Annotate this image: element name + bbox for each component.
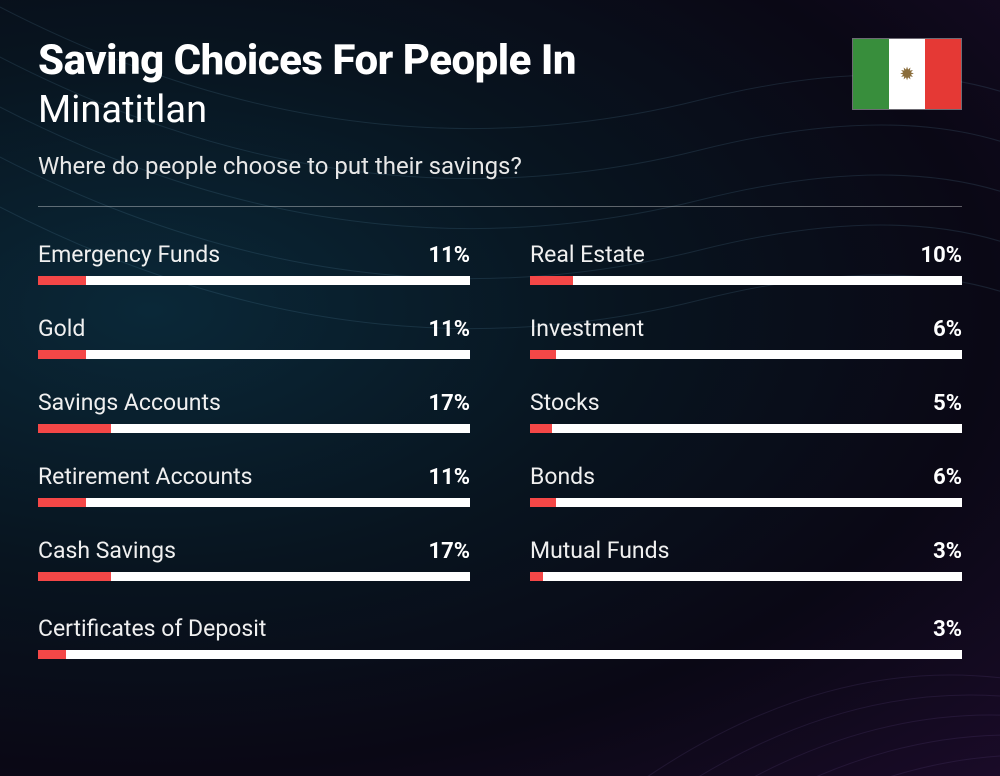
bar-value: 17% — [428, 391, 470, 416]
bar-label: Stocks — [530, 389, 600, 416]
bar-item: Stocks 5% — [530, 389, 962, 433]
bar-value: 11% — [428, 317, 470, 342]
title-line1: Saving Choices For People In — [38, 38, 852, 84]
bar-item: Mutual Funds 3% — [530, 537, 962, 581]
bar-value: 6% — [933, 465, 962, 490]
flag-stripe-center: ✹ — [889, 39, 925, 109]
bar-track — [38, 350, 470, 359]
bar-label: Certificates of Deposit — [38, 615, 266, 642]
divider — [38, 206, 962, 207]
bar-item: Gold 11% — [38, 315, 470, 359]
bar-fill — [530, 572, 543, 581]
bar-track — [530, 350, 962, 359]
bar-label: Real Estate — [530, 241, 645, 268]
header: Saving Choices For People In Minatitlan … — [38, 38, 962, 180]
bar-fill — [38, 498, 86, 507]
full-width-row: Certificates of Deposit 3% — [38, 615, 962, 659]
bar-value: 3% — [933, 539, 962, 564]
bar-fill — [38, 650, 66, 659]
bar-track — [38, 424, 470, 433]
bar-fill — [530, 498, 556, 507]
bar-fill — [530, 276, 573, 285]
bar-item: Real Estate 10% — [530, 241, 962, 285]
bar-value: 17% — [428, 539, 470, 564]
bar-track — [530, 276, 962, 285]
bar-value: 10% — [920, 243, 962, 268]
bar-fill — [38, 350, 86, 359]
bar-track — [38, 276, 470, 285]
bar-value: 5% — [933, 391, 962, 416]
bar-fill — [38, 276, 86, 285]
bar-fill — [38, 572, 111, 581]
flag-mexico: ✹ — [852, 38, 962, 110]
bar-track — [530, 424, 962, 433]
bar-item: Investment 6% — [530, 315, 962, 359]
bar-track — [38, 572, 470, 581]
bar-label: Savings Accounts — [38, 389, 221, 416]
bar-value: 3% — [933, 617, 962, 642]
bar-value: 11% — [428, 243, 470, 268]
bar-fill — [530, 424, 552, 433]
bar-value: 11% — [428, 465, 470, 490]
bar-track — [38, 650, 962, 659]
bar-item: Emergency Funds 11% — [38, 241, 470, 285]
flag-stripe-right — [925, 39, 961, 109]
bar-item: Retirement Accounts 11% — [38, 463, 470, 507]
bar-item: Cash Savings 17% — [38, 537, 470, 581]
bar-track — [38, 498, 470, 507]
flag-stripe-left — [853, 39, 889, 109]
title-city: Minatitlan — [38, 88, 852, 134]
right-column: Real Estate 10% Investment 6% Stocks 5% Bonds 6… — [530, 241, 962, 611]
bar-label: Mutual Funds — [530, 537, 669, 564]
bar-label: Retirement Accounts — [38, 463, 253, 490]
bar-track — [530, 572, 962, 581]
bar-label: Cash Savings — [38, 537, 176, 564]
bar-item: Bonds 6% — [530, 463, 962, 507]
bar-fill — [530, 350, 556, 359]
bar-track — [530, 498, 962, 507]
subtitle: Where do people choose to put their savi… — [38, 152, 852, 180]
left-column: Emergency Funds 11% Gold 11% Savings Account… — [38, 241, 470, 611]
bar-value: 6% — [933, 317, 962, 342]
bar-item: Savings Accounts 17% — [38, 389, 470, 433]
bar-label: Investment — [530, 315, 644, 342]
bar-item: Certificates of Deposit 3% — [38, 615, 962, 659]
bar-label: Bonds — [530, 463, 595, 490]
bar-label: Emergency Funds — [38, 241, 220, 268]
bars-area: Emergency Funds 11% Gold 11% Savings Account… — [38, 241, 962, 659]
bar-fill — [38, 424, 111, 433]
flag-emblem-icon: ✹ — [899, 64, 914, 85]
bar-label: Gold — [38, 315, 85, 342]
